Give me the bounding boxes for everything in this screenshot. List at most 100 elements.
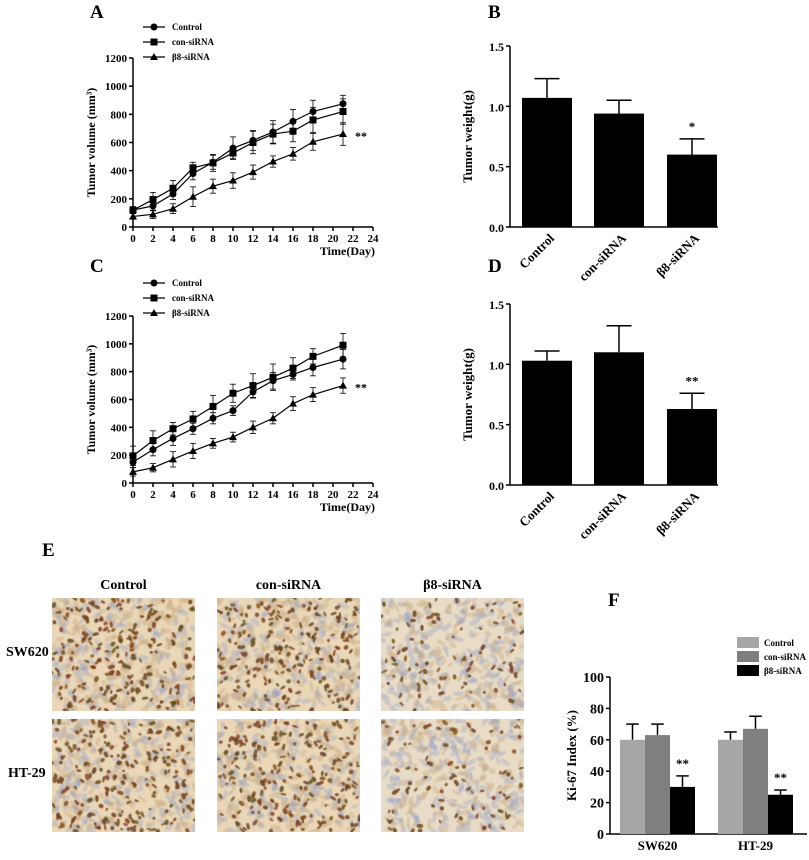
d-x-tick-label: Control [516, 488, 557, 529]
a-x-tick-label: 6 [190, 233, 196, 245]
c-legend-label: con-siRNA [172, 293, 214, 303]
c-data-point [209, 439, 217, 447]
a-y-tick-label: 800 [111, 109, 128, 121]
b-bar [667, 154, 717, 227]
c-data-point [189, 446, 197, 454]
a-data-point [249, 168, 257, 176]
f-legend-swatch [737, 637, 759, 648]
c-x-tick-label: 8 [210, 489, 216, 501]
a-x-axis-label: Time(Day) [320, 244, 375, 258]
f-y-tick-label: 0 [597, 828, 604, 843]
f-bar [768, 794, 793, 834]
a-data-point [229, 149, 237, 157]
f-significance-label: ** [676, 756, 689, 771]
a-legend-label: β8-siRNA [172, 52, 210, 62]
c-y-tick-label: 200 [111, 450, 128, 462]
a-data-point [189, 164, 197, 172]
column-label-con-sirna: con-siRNA [255, 578, 322, 593]
c-legend-marker [150, 294, 158, 302]
a-data-point [269, 157, 277, 165]
c-series-line [132, 385, 344, 473]
c-series-line [132, 358, 344, 463]
c-x-tick-label: 24 [368, 489, 380, 501]
c-legend-label: β8-siRNA [172, 308, 210, 318]
d-bar [522, 360, 572, 485]
c-y-tick-label: 1000 [105, 339, 128, 351]
f-significance-label: ** [774, 770, 787, 785]
c-significance-label: ** [355, 381, 367, 395]
f-legend-label: con-siRNA [764, 652, 806, 662]
a-data-point [229, 176, 237, 184]
panel-label-a: A [90, 2, 104, 23]
c-data-point [249, 382, 257, 390]
c-data-point [249, 423, 257, 431]
c-x-tick-label: 16 [288, 489, 300, 501]
panel-label-d: D [488, 256, 502, 277]
c-x-tick-label: 4 [170, 489, 176, 501]
c-data-point [129, 452, 137, 460]
column-label-control: Control [100, 578, 147, 593]
a-data-point [289, 149, 297, 157]
c-x-tick-label: 10 [228, 489, 240, 501]
c-data-point [169, 425, 177, 433]
a-legend-marker [150, 53, 158, 60]
c-x-tick-label: 2 [150, 489, 156, 501]
panel-label-c: C [90, 256, 104, 277]
d-y-axis-label: Tumor weight(g) [460, 348, 475, 441]
c-data-point [209, 414, 217, 422]
c-data-point [209, 402, 217, 410]
c-data-point [289, 399, 297, 407]
d-y-tick-label: 0.0 [489, 479, 504, 493]
a-data-point [269, 130, 277, 138]
a-y-axis-label: Tumor volume (mm³) [84, 88, 98, 198]
f-x-tick-label: HT-29 [738, 838, 773, 853]
c-y-tick-label: 800 [111, 367, 128, 379]
f-bar [743, 728, 768, 834]
d-y-tick-label: 1.0 [489, 358, 504, 372]
c-data-point [309, 390, 317, 398]
b-x-tick-label: con-siRNA [576, 230, 630, 284]
a-x-tick-label: 4 [170, 233, 176, 245]
a-data-point [169, 184, 177, 192]
a-data-point [169, 204, 177, 212]
f-legend-label: β8-siRNA [764, 666, 802, 676]
c-legend-label: Control [172, 278, 202, 288]
b-bar [594, 113, 644, 227]
c-legend-marker [150, 309, 158, 316]
f-bar [718, 739, 743, 834]
f-y-axis-label: Ki-67 Index (%) [564, 710, 579, 801]
c-data-point [289, 364, 297, 372]
micrograph-sw620-control [52, 598, 195, 711]
c-x-tick-label: 14 [268, 489, 280, 501]
panel-label-f: F [608, 590, 620, 611]
b-x-tick-label: Control [516, 230, 557, 271]
f-bar [645, 735, 670, 834]
c-x-tick-label: 6 [190, 489, 196, 501]
a-x-tick-label: 8 [210, 233, 216, 245]
a-data-point [309, 137, 317, 145]
c-data-point [339, 381, 347, 389]
f-legend-swatch [737, 665, 759, 676]
c-data-point [189, 415, 197, 423]
c-legend-marker [150, 279, 158, 287]
a-x-tick-label: 0 [130, 233, 136, 245]
c-y-tick-label: 400 [111, 422, 128, 434]
micrograph-ht29-control [52, 719, 195, 832]
d-y-tick-label: 1.5 [489, 298, 504, 312]
a-data-point [149, 196, 157, 204]
a-data-point [249, 139, 257, 146]
a-y-tick-label: 1000 [105, 81, 128, 93]
c-x-tick-label: 22 [348, 489, 360, 501]
a-x-tick-label: 24 [368, 233, 380, 245]
c-y-tick-label: 600 [111, 395, 128, 407]
d-x-tick-label: β8-siRNA [653, 488, 703, 538]
panel-label-e: E [42, 540, 55, 561]
f-y-tick-label: 80 [590, 702, 604, 717]
c-data-point [149, 463, 157, 471]
c-y-tick-label: 1200 [105, 311, 128, 323]
a-y-tick-label: 600 [111, 138, 128, 150]
f-legend-label: Control [764, 638, 794, 648]
a-data-point [339, 108, 347, 116]
